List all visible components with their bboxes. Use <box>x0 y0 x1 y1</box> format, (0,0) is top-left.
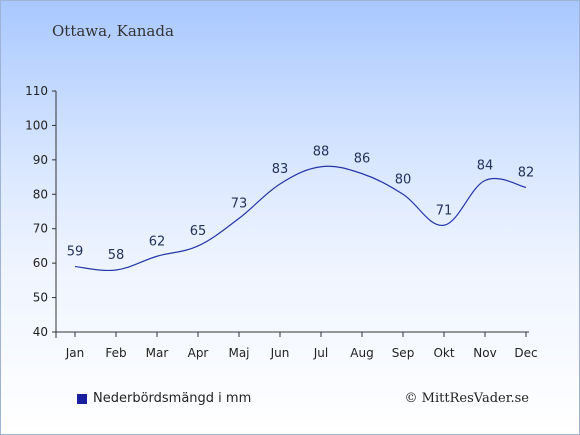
x-tick-label: Jan <box>65 346 85 360</box>
data-label: 80 <box>395 172 412 187</box>
data-label: 73 <box>231 196 248 211</box>
y-tick-label: 60 <box>33 256 48 270</box>
y-tick-label: 100 <box>25 118 48 132</box>
legend-swatch <box>77 393 87 404</box>
x-tick-label: Mar <box>146 346 169 360</box>
data-label: 88 <box>313 145 330 160</box>
x-tick-label: Aug <box>350 346 373 360</box>
legend-label: Nederbördsmängd i mm <box>93 391 252 406</box>
x-tick-label: Okt <box>433 346 454 360</box>
data-label: 65 <box>190 224 207 239</box>
y-tick-label: 80 <box>33 187 48 201</box>
x-tick-label: Maj <box>228 346 249 360</box>
x-tick-label: Dec <box>514 346 537 360</box>
x-tick-label: Jul <box>313 346 328 360</box>
y-tick-label: 90 <box>33 153 48 167</box>
data-label: 84 <box>477 159 494 174</box>
x-tick-label: Feb <box>105 346 126 360</box>
y-tick-label: 40 <box>33 325 48 339</box>
copyright-text: © MittResVader.se <box>404 391 529 406</box>
x-tick-label: Sep <box>392 346 415 360</box>
x-tick-label: Apr <box>188 346 209 360</box>
page-title: Ottawa, Kanada <box>52 22 174 40</box>
data-label: 59 <box>67 245 84 260</box>
data-label: 62 <box>149 234 166 249</box>
data-label: 86 <box>354 152 371 167</box>
y-tick-label: 50 <box>33 291 48 305</box>
legend: Nederbördsmängd i mm <box>77 391 251 406</box>
data-label: 58 <box>108 248 125 263</box>
x-tick-label: Nov <box>473 346 496 360</box>
y-tick-label: 70 <box>33 222 48 236</box>
series-line-precipitation <box>74 165 527 272</box>
x-tick-label: Jun <box>270 346 290 360</box>
data-label: 71 <box>436 203 453 218</box>
y-tick-label: 110 <box>25 84 48 98</box>
data-label: 83 <box>272 162 289 177</box>
data-label: 82 <box>518 165 535 180</box>
